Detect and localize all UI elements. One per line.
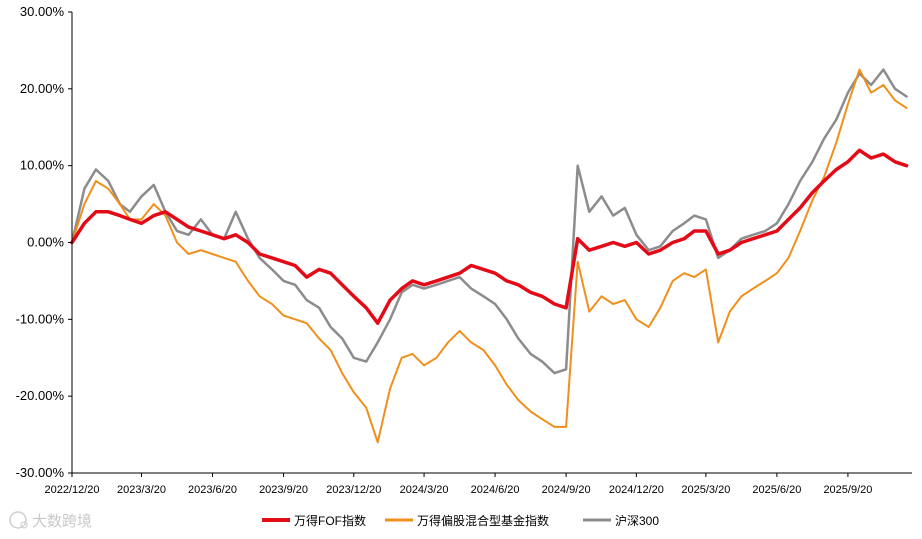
x-tick-label: 2024/9/20 (542, 484, 591, 496)
series-line-2 (70, 68, 908, 375)
x-tick-label: 2024/12/20 (609, 484, 664, 496)
y-tick-label: 10.00% (20, 158, 65, 173)
y-tick-label: 0.00% (27, 235, 64, 250)
x-tick-label: 2023/6/20 (188, 484, 237, 496)
x-tick-label: 2025/6/20 (752, 484, 801, 496)
watermark-logo (9, 511, 27, 529)
legend-label-0: 万得FOF指数 (294, 513, 366, 528)
y-axis: 30.00% 20.00% 10.00% 0.00% -10.00% -20.00% -30… (16, 4, 73, 480)
plot-area (70, 68, 909, 444)
legend: 万得FOF指数 万得偏股混合型基金指数 沪深300 (262, 513, 659, 528)
y-tick-label: -20.00% (16, 388, 65, 403)
x-tick-label: 2022/12/20 (44, 484, 99, 496)
series-line-0 (70, 148, 909, 325)
x-tick-label: 2025/9/20 (823, 484, 872, 496)
x-tick-label: 2023/3/20 (117, 484, 166, 496)
x-tick-label: 2023/12/20 (326, 484, 381, 496)
watermark-logo-dot (20, 521, 28, 529)
legend-label-2: 沪深300 (615, 514, 659, 528)
y-tick-label: 30.00% (20, 4, 65, 19)
y-tick-label: 20.00% (20, 81, 65, 96)
x-tick-label: 2024/6/20 (471, 484, 520, 496)
watermark: 大数跨境 (9, 511, 92, 530)
x-tick-label: 2025/3/20 (681, 484, 730, 496)
watermark-text: 大数跨境 (32, 512, 92, 530)
x-tick-label: 2023/9/20 (259, 484, 308, 496)
x-tick-label: 2024/3/20 (400, 484, 449, 496)
y-tick-label: -30.00% (16, 465, 65, 480)
y-tick-label: -10.00% (16, 311, 65, 326)
x-axis: 2022/12/20 2023/3/20 2023/6/20 2023/9/20 202… (44, 472, 912, 496)
series-line-1 (71, 68, 908, 444)
legend-label-1: 万得偏股混合型基金指数 (417, 513, 549, 528)
